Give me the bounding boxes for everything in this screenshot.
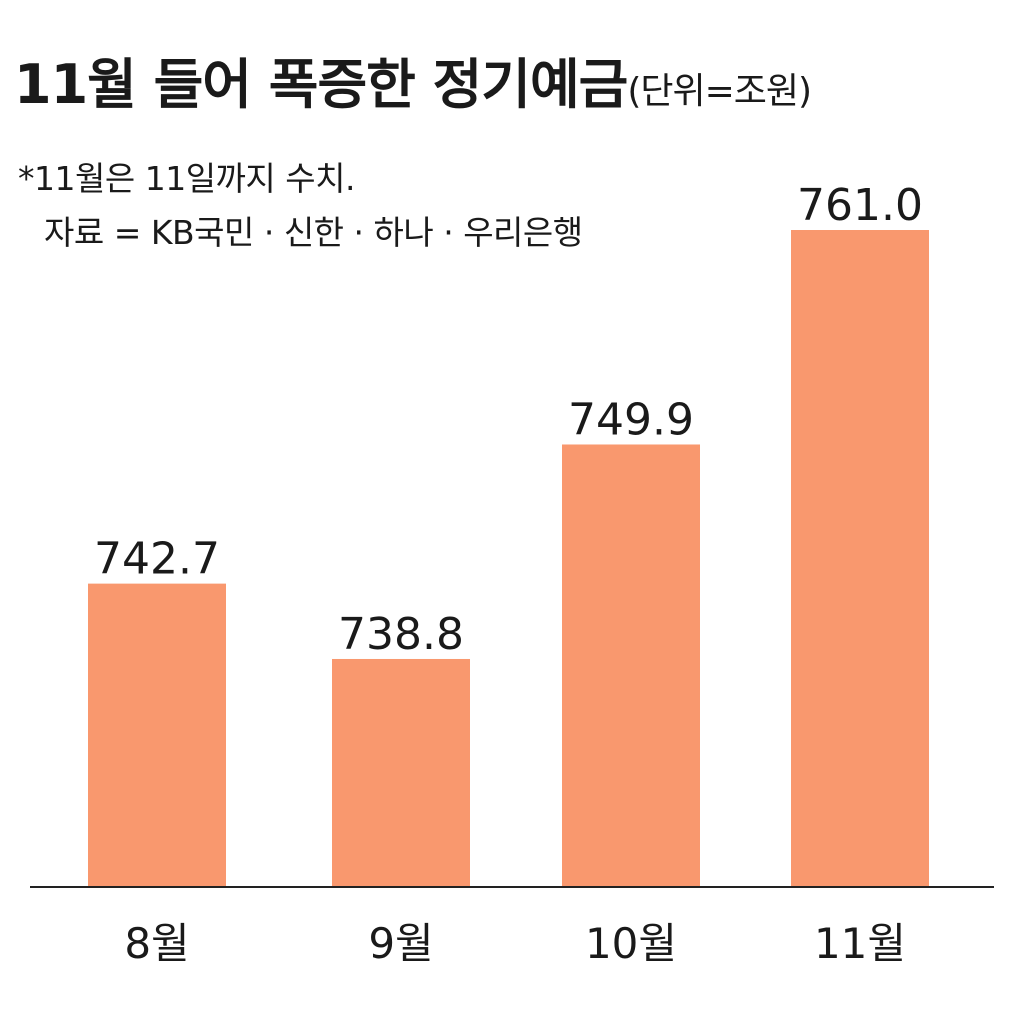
chart-unit-label: (단위=조원) bbox=[627, 71, 812, 112]
x-tick-label: 8월 bbox=[124, 919, 189, 968]
bar-value-label: 742.7 bbox=[94, 534, 220, 585]
footnote-source: 자료 = KB국민 · 신한 · 하나 · 우리은행 bbox=[44, 213, 583, 252]
footnote-period: *11월은 11일까지 수치. bbox=[18, 159, 355, 198]
chart-title: 11월 들어 폭증한 정기예금 bbox=[14, 53, 628, 116]
bar-11월 bbox=[791, 230, 929, 887]
bar-10월 bbox=[562, 444, 700, 887]
chart-title-row: 11월 들어 폭증한 정기예금(단위=조원) bbox=[14, 58, 812, 112]
x-tick-label: 10월 bbox=[585, 919, 677, 968]
labels-layer: 742.7 8월 738.8 9월 749.9 10월 761.0 11월 bbox=[94, 180, 923, 968]
x-tick-label: 9월 bbox=[368, 919, 433, 968]
bar-value-label: 761.0 bbox=[797, 180, 923, 231]
x-tick-label: 11월 bbox=[814, 919, 906, 968]
bars-layer bbox=[88, 230, 929, 887]
bar-value-label: 749.9 bbox=[568, 394, 694, 445]
bar-value-label: 738.8 bbox=[338, 609, 464, 660]
bar-9월 bbox=[332, 658, 470, 887]
bar-8월 bbox=[88, 583, 226, 887]
